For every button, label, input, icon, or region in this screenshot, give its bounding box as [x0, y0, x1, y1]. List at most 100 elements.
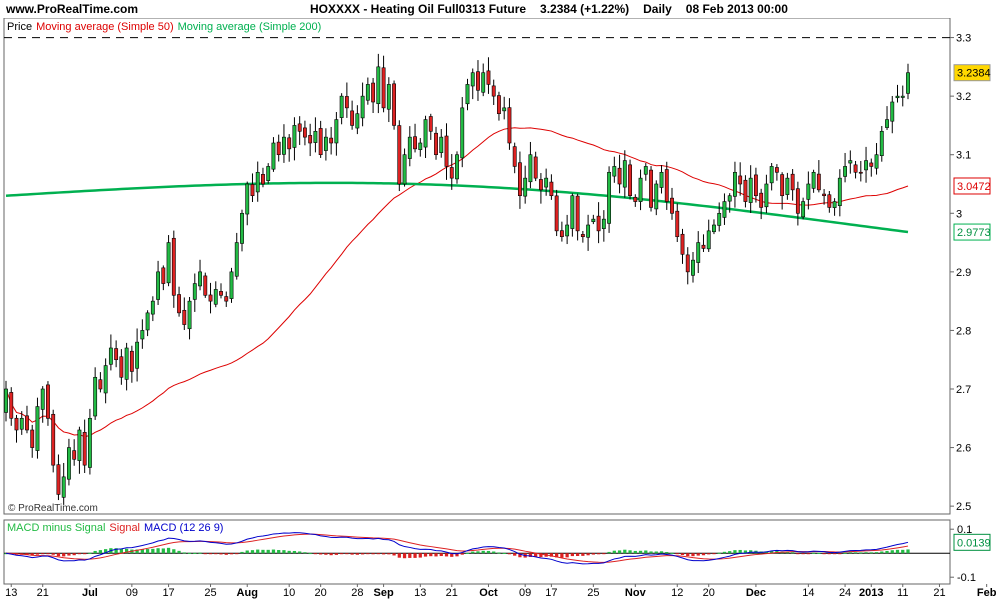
candle [512, 146, 517, 167]
macd-histogram-bar [298, 551, 302, 554]
candle [161, 267, 166, 284]
macd-histogram-bar [827, 553, 831, 555]
macd-histogram-bar [124, 548, 129, 554]
candle [586, 224, 591, 238]
macd-histogram-bar [25, 553, 29, 556]
candle [759, 192, 764, 208]
ma50-last-label: 3.0472 [957, 181, 991, 193]
candle [19, 417, 24, 430]
macd-histogram-bar [229, 553, 234, 555]
macd-histogram-bar [696, 553, 700, 556]
macd-histogram-bar [345, 553, 349, 555]
candle [434, 132, 438, 156]
candle [837, 177, 842, 207]
candle [712, 224, 716, 233]
x-tick-label: Nov [625, 587, 647, 599]
candle [502, 107, 507, 112]
macd-histogram-bar [817, 552, 821, 554]
macd-histogram-bar [869, 552, 873, 554]
candle [98, 379, 103, 390]
price-tick-label: 3.2 [956, 91, 971, 103]
macd-histogram-bar [838, 553, 842, 555]
candle [848, 160, 853, 164]
candle [350, 110, 355, 126]
x-tick-label: Oct [479, 587, 498, 599]
candle [764, 183, 769, 208]
macd-histogram-bar [591, 553, 595, 555]
macd-histogram-bar [796, 553, 800, 555]
macd-histogram-bar [717, 552, 721, 554]
macd-histogram-bar [586, 553, 590, 556]
candle [61, 476, 66, 498]
x-tick-label: 09 [126, 587, 138, 599]
macd-histogram-bar [114, 548, 118, 554]
macd-histogram-bar [30, 553, 34, 556]
timeframe: Daily [643, 2, 672, 16]
candle [14, 417, 19, 431]
macd-histogram-bar [387, 553, 391, 555]
macd-histogram-bar [906, 549, 910, 554]
candle [292, 125, 297, 148]
candle [182, 309, 187, 325]
macd-histogram-bar [308, 553, 312, 555]
candle [365, 84, 370, 101]
candle [323, 136, 328, 151]
ma200-line [5, 181, 909, 234]
candle [276, 141, 281, 156]
candle [790, 173, 795, 191]
macd-histogram-bar [465, 552, 470, 554]
macd-histogram-bar [659, 551, 664, 554]
macd-histogram-bar [444, 553, 449, 557]
macd-histogram-bar [617, 550, 622, 554]
macd-histogram-bar [187, 552, 192, 554]
x-tick-label: 21 [37, 587, 49, 599]
candlesticks [4, 53, 910, 505]
macd-histogram-bar [560, 553, 564, 558]
macd-histogram-bar [701, 553, 706, 556]
candle [664, 169, 669, 202]
macd-histogram-bar [98, 550, 103, 554]
macd-histogram-bar [680, 553, 685, 555]
x-tick-label: 21 [446, 587, 458, 599]
macd-histogram-bar [119, 548, 123, 554]
candle [864, 160, 868, 171]
macd-histogram-bar [208, 553, 213, 555]
macd-histogram-bar [329, 553, 333, 556]
macd-axis: 0.1 -0.1 0.0139 [950, 524, 991, 584]
macd-histogram-bar [670, 552, 674, 554]
macd-histogram-bar [418, 553, 422, 558]
candle [481, 72, 486, 93]
macd-histogram-bar [198, 552, 202, 554]
macd-histogram-bar [874, 552, 879, 554]
macd-histogram-bar [649, 551, 653, 554]
candle [418, 142, 423, 150]
macd-histogram-bar [340, 553, 344, 555]
macd-histogram-bar [250, 550, 255, 554]
macd-histogram-bar [366, 553, 370, 555]
macd-histogram-bar [135, 549, 139, 554]
candle [575, 195, 580, 232]
candle [455, 154, 459, 180]
macd-histogram-bar [292, 550, 297, 554]
macd-histogram-bar [832, 553, 837, 555]
legend-item: Moving average (Simple 200) [178, 21, 322, 33]
macd-histogram-bar [51, 553, 55, 555]
chart-header: www.ProRealTime.com HOXXXX - Heating Oil… [0, 0, 1000, 18]
ma200-last-box [953, 223, 991, 241]
macd-histogram-bar [72, 553, 76, 556]
candle [407, 136, 412, 159]
macd-histogram-bar [245, 550, 249, 554]
candle [250, 184, 255, 197]
candle [528, 154, 533, 183]
price-chart[interactable]: 2.52.62.72.82.933.13.23.3 3.23843.04722.… [0, 18, 1000, 600]
candle [376, 66, 381, 105]
macd-histogram-bar [397, 553, 401, 558]
macd-histogram-bar [450, 553, 454, 557]
candle [822, 193, 827, 197]
copyright-text: © ProRealTime.com [8, 503, 98, 514]
candle [612, 166, 617, 177]
candle [717, 212, 722, 226]
legend-item: Moving average (Simple 50) [36, 21, 174, 33]
candle [476, 71, 480, 91]
candle [470, 72, 475, 87]
